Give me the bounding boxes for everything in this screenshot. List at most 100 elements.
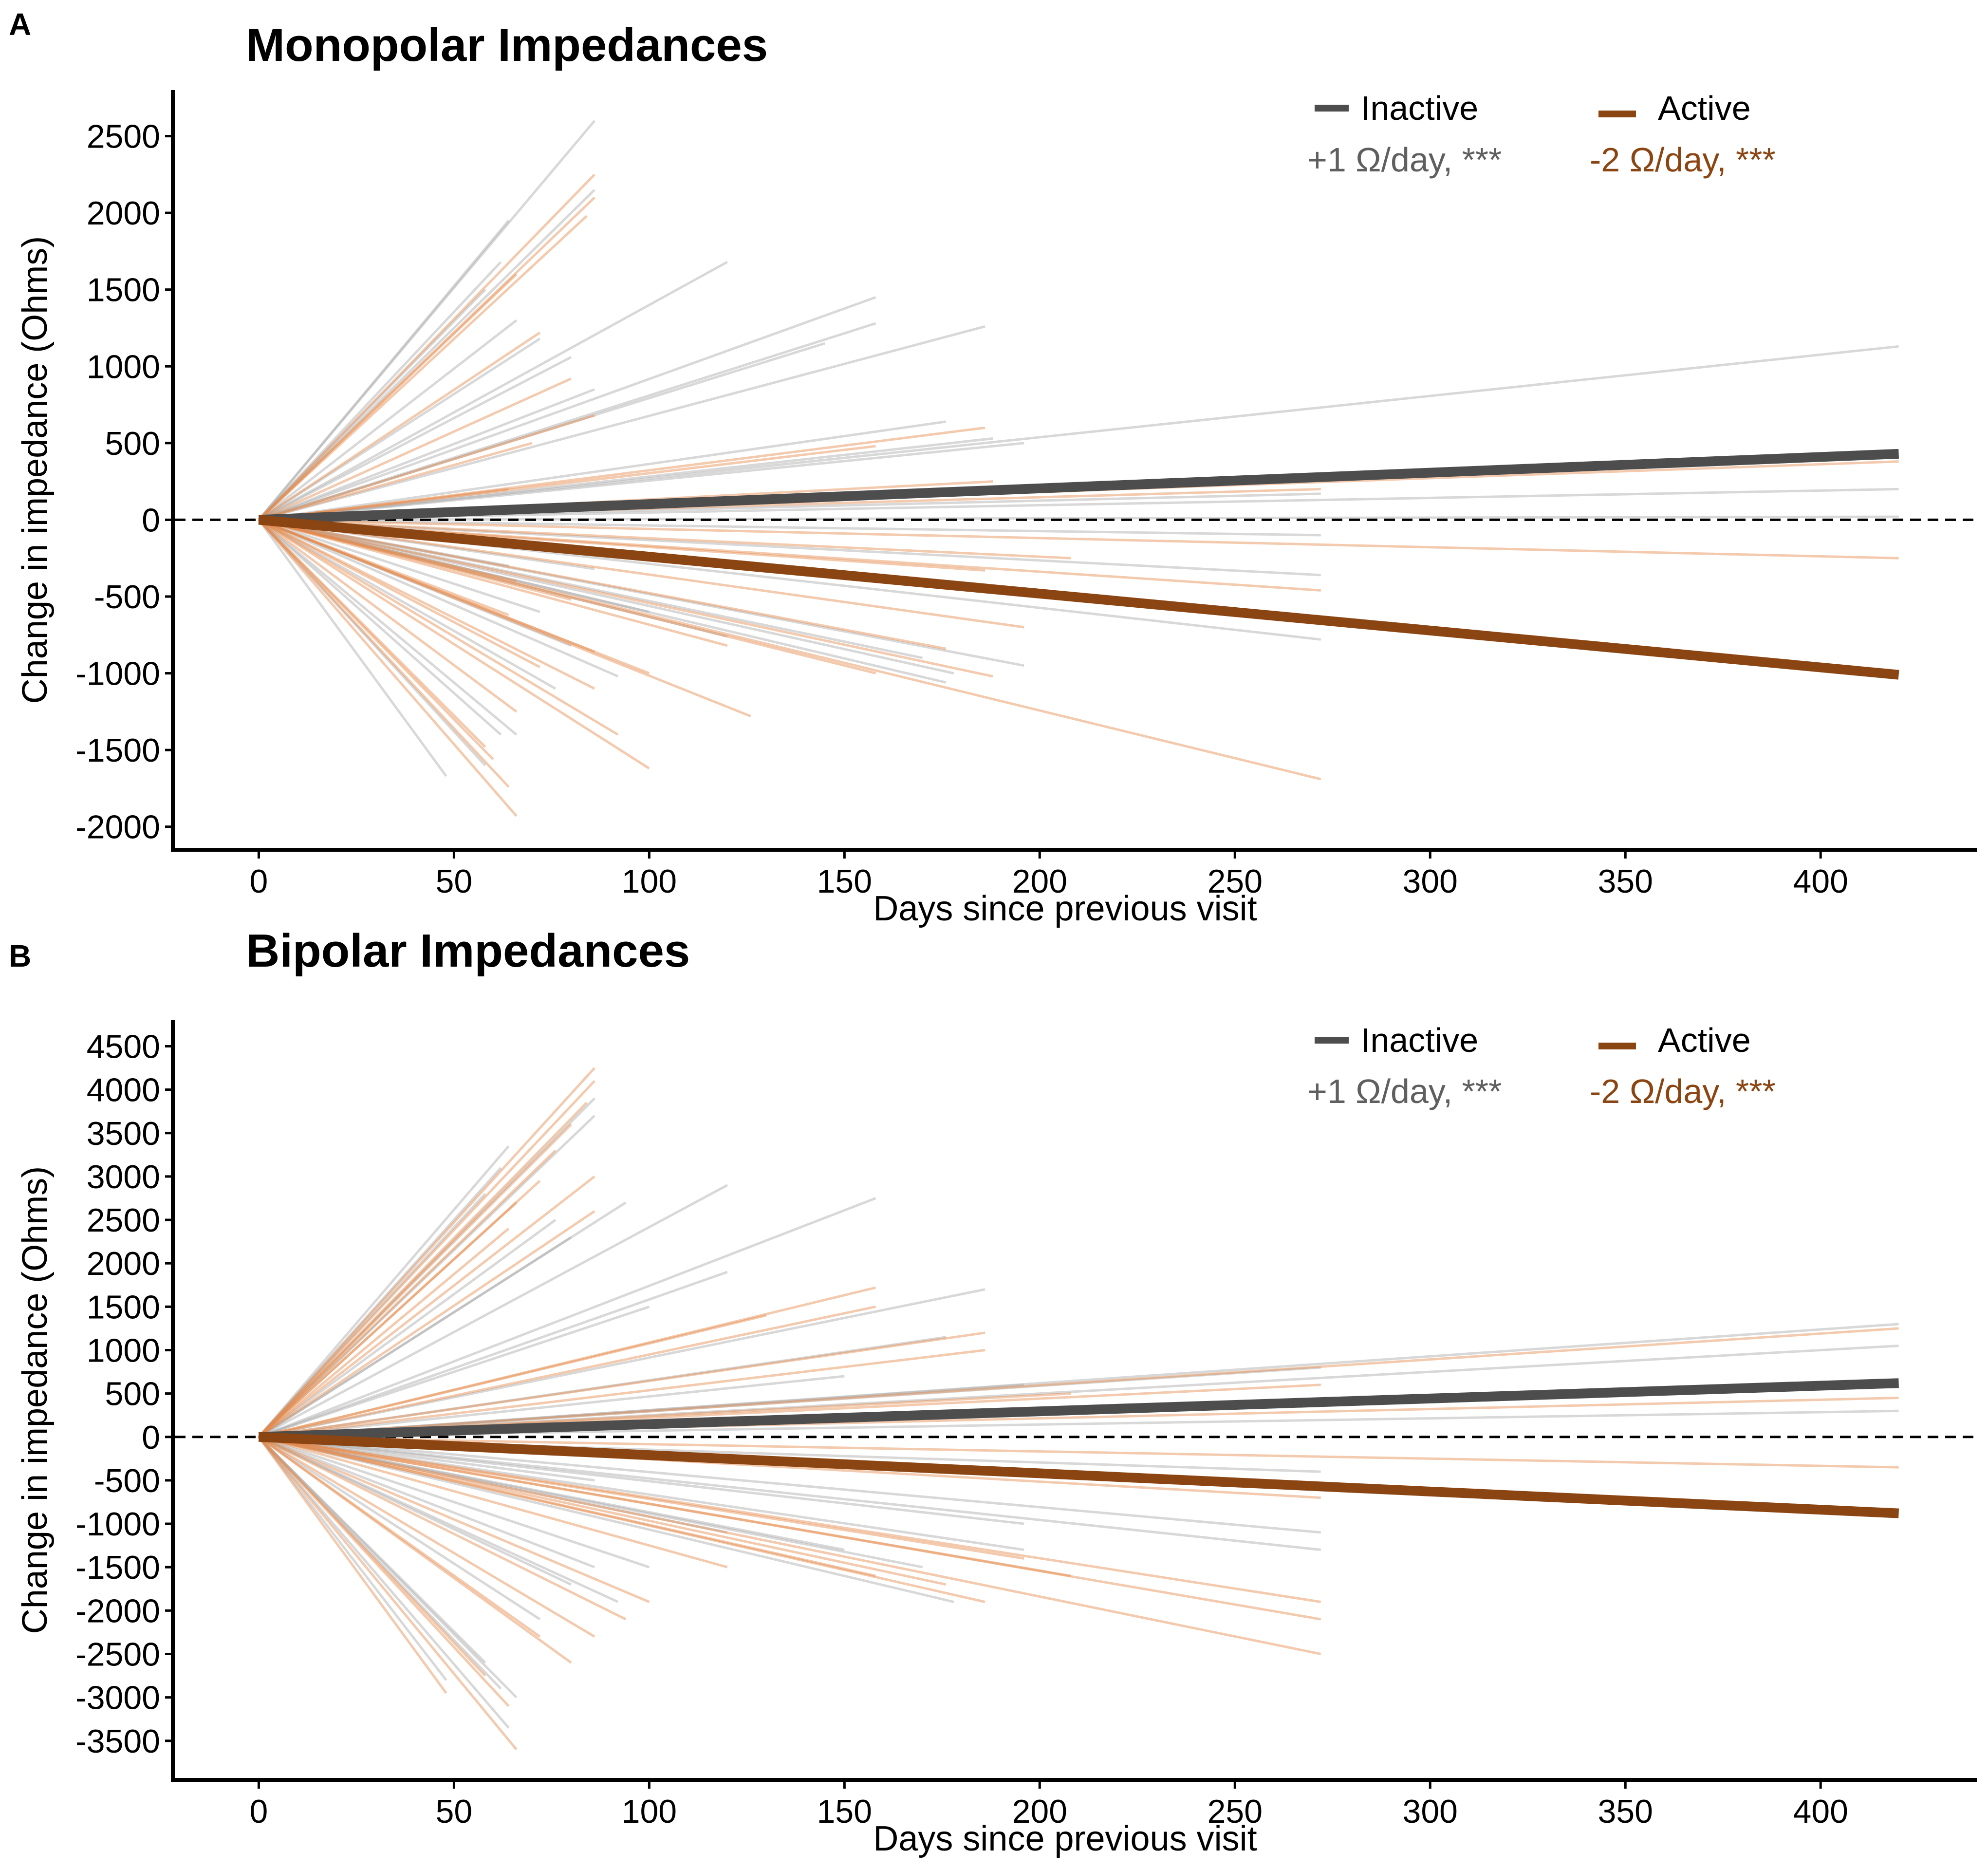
panel-b-inactive-trajectory <box>258 1197 876 1439</box>
panel-b-inactive-trajectory <box>258 1436 510 1729</box>
panel-a-inactive-trajectory <box>258 519 557 690</box>
panel-a-active-trajectory <box>258 196 595 521</box>
panel-b-y-tick-label: 1000 <box>87 1332 160 1369</box>
panel-b-inactive-trajectory <box>258 1271 728 1439</box>
panel-b-inactive-trajectory <box>258 1145 510 1438</box>
panel-b-active-trajectory <box>258 1286 876 1439</box>
panel-a-inactive-trajectory <box>258 519 486 766</box>
panel-b-inactive-trajectory <box>258 1436 954 1603</box>
panel-b-inactive-trajectory <box>259 1436 1024 1525</box>
panel-b-active-trajectory <box>258 1227 510 1438</box>
panel-a-active-trajectory <box>258 519 619 736</box>
panel-a-inactive-trajectory <box>258 518 954 675</box>
panel-b-inactive-trajectory <box>258 1236 572 1438</box>
panel-b-y-ticks: -3500 -3000 -2500 -2000 -1500 -1000 -500 0 500 10… <box>75 1028 173 1760</box>
panel-a-active-trajectory <box>258 519 650 770</box>
panel-b-inactive-trajectory <box>258 1201 627 1438</box>
panel-a-y-tick-label: 500 <box>105 425 160 462</box>
panel-a-legend-inactive-annotation: +1 Ω/day, *** <box>1307 141 1502 179</box>
panel-a-inactive-trajectory <box>259 437 993 521</box>
panel-b-y-tick-label: 1500 <box>87 1289 160 1326</box>
panel-a-active-trajectory <box>258 519 510 788</box>
panel-b-inactive-trajectory <box>258 1436 541 1621</box>
panel-b-active-trajectory <box>258 1201 518 1438</box>
panel-b-series <box>258 1378 1899 1518</box>
panel-a-inactive-trajectory <box>258 518 947 684</box>
panel-b-y-tick-label: 2500 <box>87 1202 160 1239</box>
panel-b-active-trajectory <box>259 1331 985 1439</box>
panel-b-active-trajectory <box>258 1080 595 1438</box>
panel-a-active-trajectory <box>258 519 518 713</box>
panel-b-active-trajectory <box>258 1436 510 1707</box>
panel-b-active-trajectory <box>258 1436 985 1603</box>
panel-b-inactive-trajectory <box>258 1436 572 1586</box>
panel-b-inactive-trajectory <box>258 1436 650 1569</box>
panel-a-inactive-trajectory <box>258 342 825 521</box>
panel-a-y-tick-label: 2000 <box>87 195 160 232</box>
panel-b-legend: Inactive +1 Ω/day, *** Active -2 Ω/day, … <box>1307 1021 1776 1110</box>
panel-a-active-trajectory <box>258 519 728 647</box>
panel-a-inactive-trajectory <box>258 519 502 736</box>
panel-b-inactive-trajectory <box>258 1436 595 1569</box>
panel-b-y-tick-label: 3500 <box>87 1115 160 1152</box>
panel-a-inactive-trajectory <box>259 345 1899 521</box>
panel-a-active-trajectory <box>258 519 486 748</box>
panel-b-inactive-trajectory <box>258 1167 502 1438</box>
panel-a-active-trajectory <box>258 519 650 674</box>
panel-a-inactive-trajectory <box>258 296 876 521</box>
panel-b-active-trajectory <box>258 1436 486 1677</box>
panel-b-y-tick-label: -1000 <box>75 1506 160 1543</box>
panel-b-active-trajectory <box>258 1436 728 1569</box>
panel-a-inactive-trajectory <box>258 519 540 613</box>
panel-b-inactive-trajectory <box>258 1436 923 1569</box>
panel-a-active-trajectory <box>258 414 595 521</box>
panel-a-y-tick-label: 1000 <box>87 348 160 385</box>
panel-b-inactive-trajectory <box>259 1436 1321 1551</box>
panel-b-inactive-trajectory <box>258 1436 518 1699</box>
panel-b-inactive-trajectory <box>258 1436 728 1534</box>
panel-a-x-axis-title: Days since previous visit <box>873 889 1257 928</box>
panel-a-x-tick-label: 50 <box>436 863 473 900</box>
panel-a-inactive-trajectory <box>258 518 1024 667</box>
panel-b-inactive-trajectory <box>258 1219 557 1438</box>
panel-a-active-trajectory <box>259 445 876 521</box>
panel-a-inactive-fit-line <box>259 449 1899 525</box>
panel-b-inactive-trajectory <box>259 1366 1321 1439</box>
panel-a-legend-active-label: Active <box>1658 89 1751 127</box>
panel-b-y-tick-label: 500 <box>105 1376 160 1413</box>
panel-b: B Bipolar Impedances -3500 -3000 -2500 -200… <box>9 925 1977 1858</box>
panel-b-inactive-trajectory <box>259 1375 845 1439</box>
panel-a-y-tick-label: 1500 <box>87 272 160 309</box>
panel-letter-a: A <box>9 7 31 42</box>
panel-b-active-trajectory <box>258 1175 595 1438</box>
panel-a-active-trajectory <box>258 173 595 521</box>
panel-b-active-trajectory <box>258 1436 1321 1655</box>
panel-b-x-tick-label: 50 <box>436 1793 473 1830</box>
panel-a-active-trajectory <box>258 518 947 650</box>
panel-b-y-tick-label: 4000 <box>87 1072 160 1109</box>
panel-b-inactive-trajectory <box>258 1436 502 1690</box>
panel-b-active-trajectory <box>258 1210 595 1438</box>
panel-a-x-tick-label: 100 <box>622 863 677 900</box>
panel-a-active-trajectory <box>259 518 1071 560</box>
panel-b-active-trajectory <box>258 1436 650 1603</box>
panel-a-inactive-trajectory <box>258 261 502 521</box>
panel-a-active-trajectory <box>258 518 993 678</box>
panel-b-x-axis-title: Days since previous visit <box>873 1819 1257 1858</box>
panel-a-x-tick-label: 300 <box>1403 863 1458 900</box>
panel-b-inactive-trajectory <box>258 1184 728 1438</box>
panel-b-x-tick-label: 150 <box>817 1793 872 1830</box>
panel-b-inactive-trajectory <box>258 1097 595 1438</box>
panel-a-legend: Inactive +1 Ω/day, *** Active -2 Ω/day, … <box>1307 89 1776 179</box>
panel-b-x-tick-label: 300 <box>1403 1793 1458 1830</box>
panel-b-active-trajectory <box>258 1314 767 1439</box>
panel-a-inactive-trajectory <box>258 288 486 521</box>
panel-a-active-trajectory <box>258 519 572 601</box>
panel-a-inactive-trajectory <box>258 319 518 521</box>
panel-a-inactive-trajectory <box>258 519 447 777</box>
panel-b-legend-active-annotation: -2 Ω/day, *** <box>1590 1072 1776 1110</box>
panel-a-y-axis-title: Change in impedance (Ohms) <box>16 236 55 704</box>
panel-a-active-trajectory <box>258 273 518 521</box>
panel-b-active-trajectory <box>258 1102 588 1438</box>
